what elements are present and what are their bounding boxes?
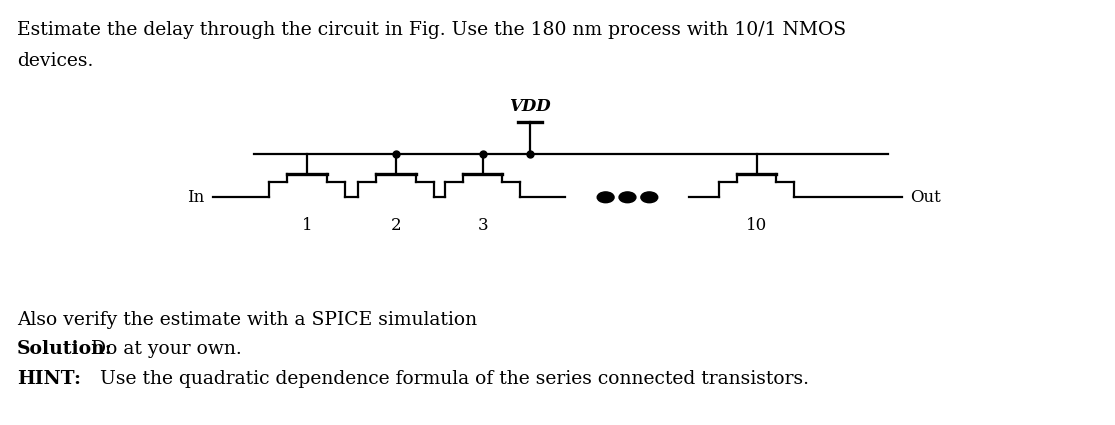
Text: In: In: [187, 189, 205, 206]
Text: HINT:: HINT:: [17, 370, 81, 388]
Text: VDD: VDD: [510, 98, 551, 115]
Text: 2: 2: [391, 217, 401, 234]
Text: 3: 3: [477, 217, 488, 234]
Text: Out: Out: [910, 189, 941, 206]
Text: Use the quadratic dependence formula of the series connected transistors.: Use the quadratic dependence formula of …: [76, 370, 808, 388]
Text: 10: 10: [746, 217, 767, 234]
Ellipse shape: [619, 192, 636, 203]
Text: Estimate the delay through the circuit in Fig. Use the 180 nm process with 10/1 : Estimate the delay through the circuit i…: [17, 21, 846, 39]
Text: Solution:: Solution:: [17, 340, 113, 358]
Text: Also verify the estimate with a SPICE simulation: Also verify the estimate with a SPICE si…: [17, 311, 477, 329]
Ellipse shape: [641, 192, 658, 203]
Text: 1: 1: [301, 217, 312, 234]
Text: devices.: devices.: [17, 52, 94, 70]
Ellipse shape: [598, 192, 614, 203]
Text: Do at your own.: Do at your own.: [85, 340, 241, 358]
